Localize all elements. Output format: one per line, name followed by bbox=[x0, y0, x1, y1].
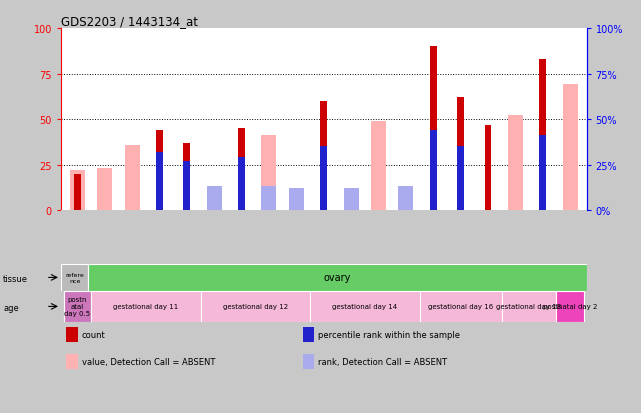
Bar bbox=[320, 147, 327, 211]
Text: tissue: tissue bbox=[3, 274, 28, 283]
Bar bbox=[508, 116, 523, 211]
Bar bbox=[206, 187, 222, 211]
Text: value, Detection Call = ABSENT: value, Detection Call = ABSENT bbox=[82, 357, 215, 366]
Bar bbox=[61, 264, 88, 291]
Bar bbox=[183, 143, 190, 211]
Text: age: age bbox=[3, 303, 19, 312]
Text: gestational day 14: gestational day 14 bbox=[332, 304, 397, 310]
Bar bbox=[238, 158, 245, 211]
Bar bbox=[539, 60, 546, 211]
Bar bbox=[320, 102, 327, 211]
Bar bbox=[303, 354, 314, 369]
Bar bbox=[156, 131, 163, 211]
Text: refere
nce: refere nce bbox=[65, 272, 84, 283]
Bar bbox=[74, 174, 81, 211]
Bar bbox=[539, 136, 546, 211]
Bar bbox=[66, 354, 78, 369]
Bar bbox=[310, 291, 419, 322]
Bar bbox=[398, 187, 413, 211]
Bar bbox=[124, 145, 140, 211]
Bar bbox=[289, 200, 304, 211]
Text: count: count bbox=[82, 330, 106, 339]
Bar bbox=[262, 187, 276, 211]
Text: GDS2203 / 1443134_at: GDS2203 / 1443134_at bbox=[61, 15, 198, 28]
Bar bbox=[429, 47, 437, 211]
Text: postn
atal
day 0.5: postn atal day 0.5 bbox=[64, 297, 90, 317]
Bar bbox=[206, 194, 222, 211]
Bar bbox=[289, 189, 304, 211]
Bar bbox=[344, 189, 358, 211]
Bar bbox=[201, 291, 310, 322]
Bar bbox=[63, 291, 91, 322]
Bar bbox=[563, 85, 578, 211]
Bar bbox=[91, 291, 201, 322]
Bar bbox=[344, 189, 358, 211]
Bar bbox=[419, 291, 502, 322]
Bar bbox=[371, 121, 386, 211]
Bar bbox=[156, 152, 163, 211]
Text: rank, Detection Call = ABSENT: rank, Detection Call = ABSENT bbox=[319, 357, 447, 366]
Bar bbox=[238, 129, 245, 211]
Bar bbox=[66, 327, 78, 342]
Bar bbox=[97, 169, 112, 211]
Text: percentile rank within the sample: percentile rank within the sample bbox=[319, 330, 460, 339]
Bar bbox=[183, 161, 190, 211]
Bar bbox=[262, 136, 276, 211]
Bar bbox=[303, 327, 314, 342]
Text: gestational day 18: gestational day 18 bbox=[496, 304, 562, 310]
Bar bbox=[485, 125, 492, 211]
Bar bbox=[556, 291, 584, 322]
Bar bbox=[398, 189, 413, 211]
Bar bbox=[429, 131, 437, 211]
Text: gestational day 16: gestational day 16 bbox=[428, 304, 493, 310]
Bar bbox=[502, 291, 556, 322]
Bar bbox=[457, 98, 464, 211]
Text: postnatal day 2: postnatal day 2 bbox=[543, 304, 597, 310]
Bar bbox=[457, 147, 464, 211]
Bar bbox=[70, 171, 85, 211]
Text: ovary: ovary bbox=[324, 273, 351, 283]
Text: gestational day 12: gestational day 12 bbox=[222, 304, 288, 310]
Text: gestational day 11: gestational day 11 bbox=[113, 304, 178, 310]
